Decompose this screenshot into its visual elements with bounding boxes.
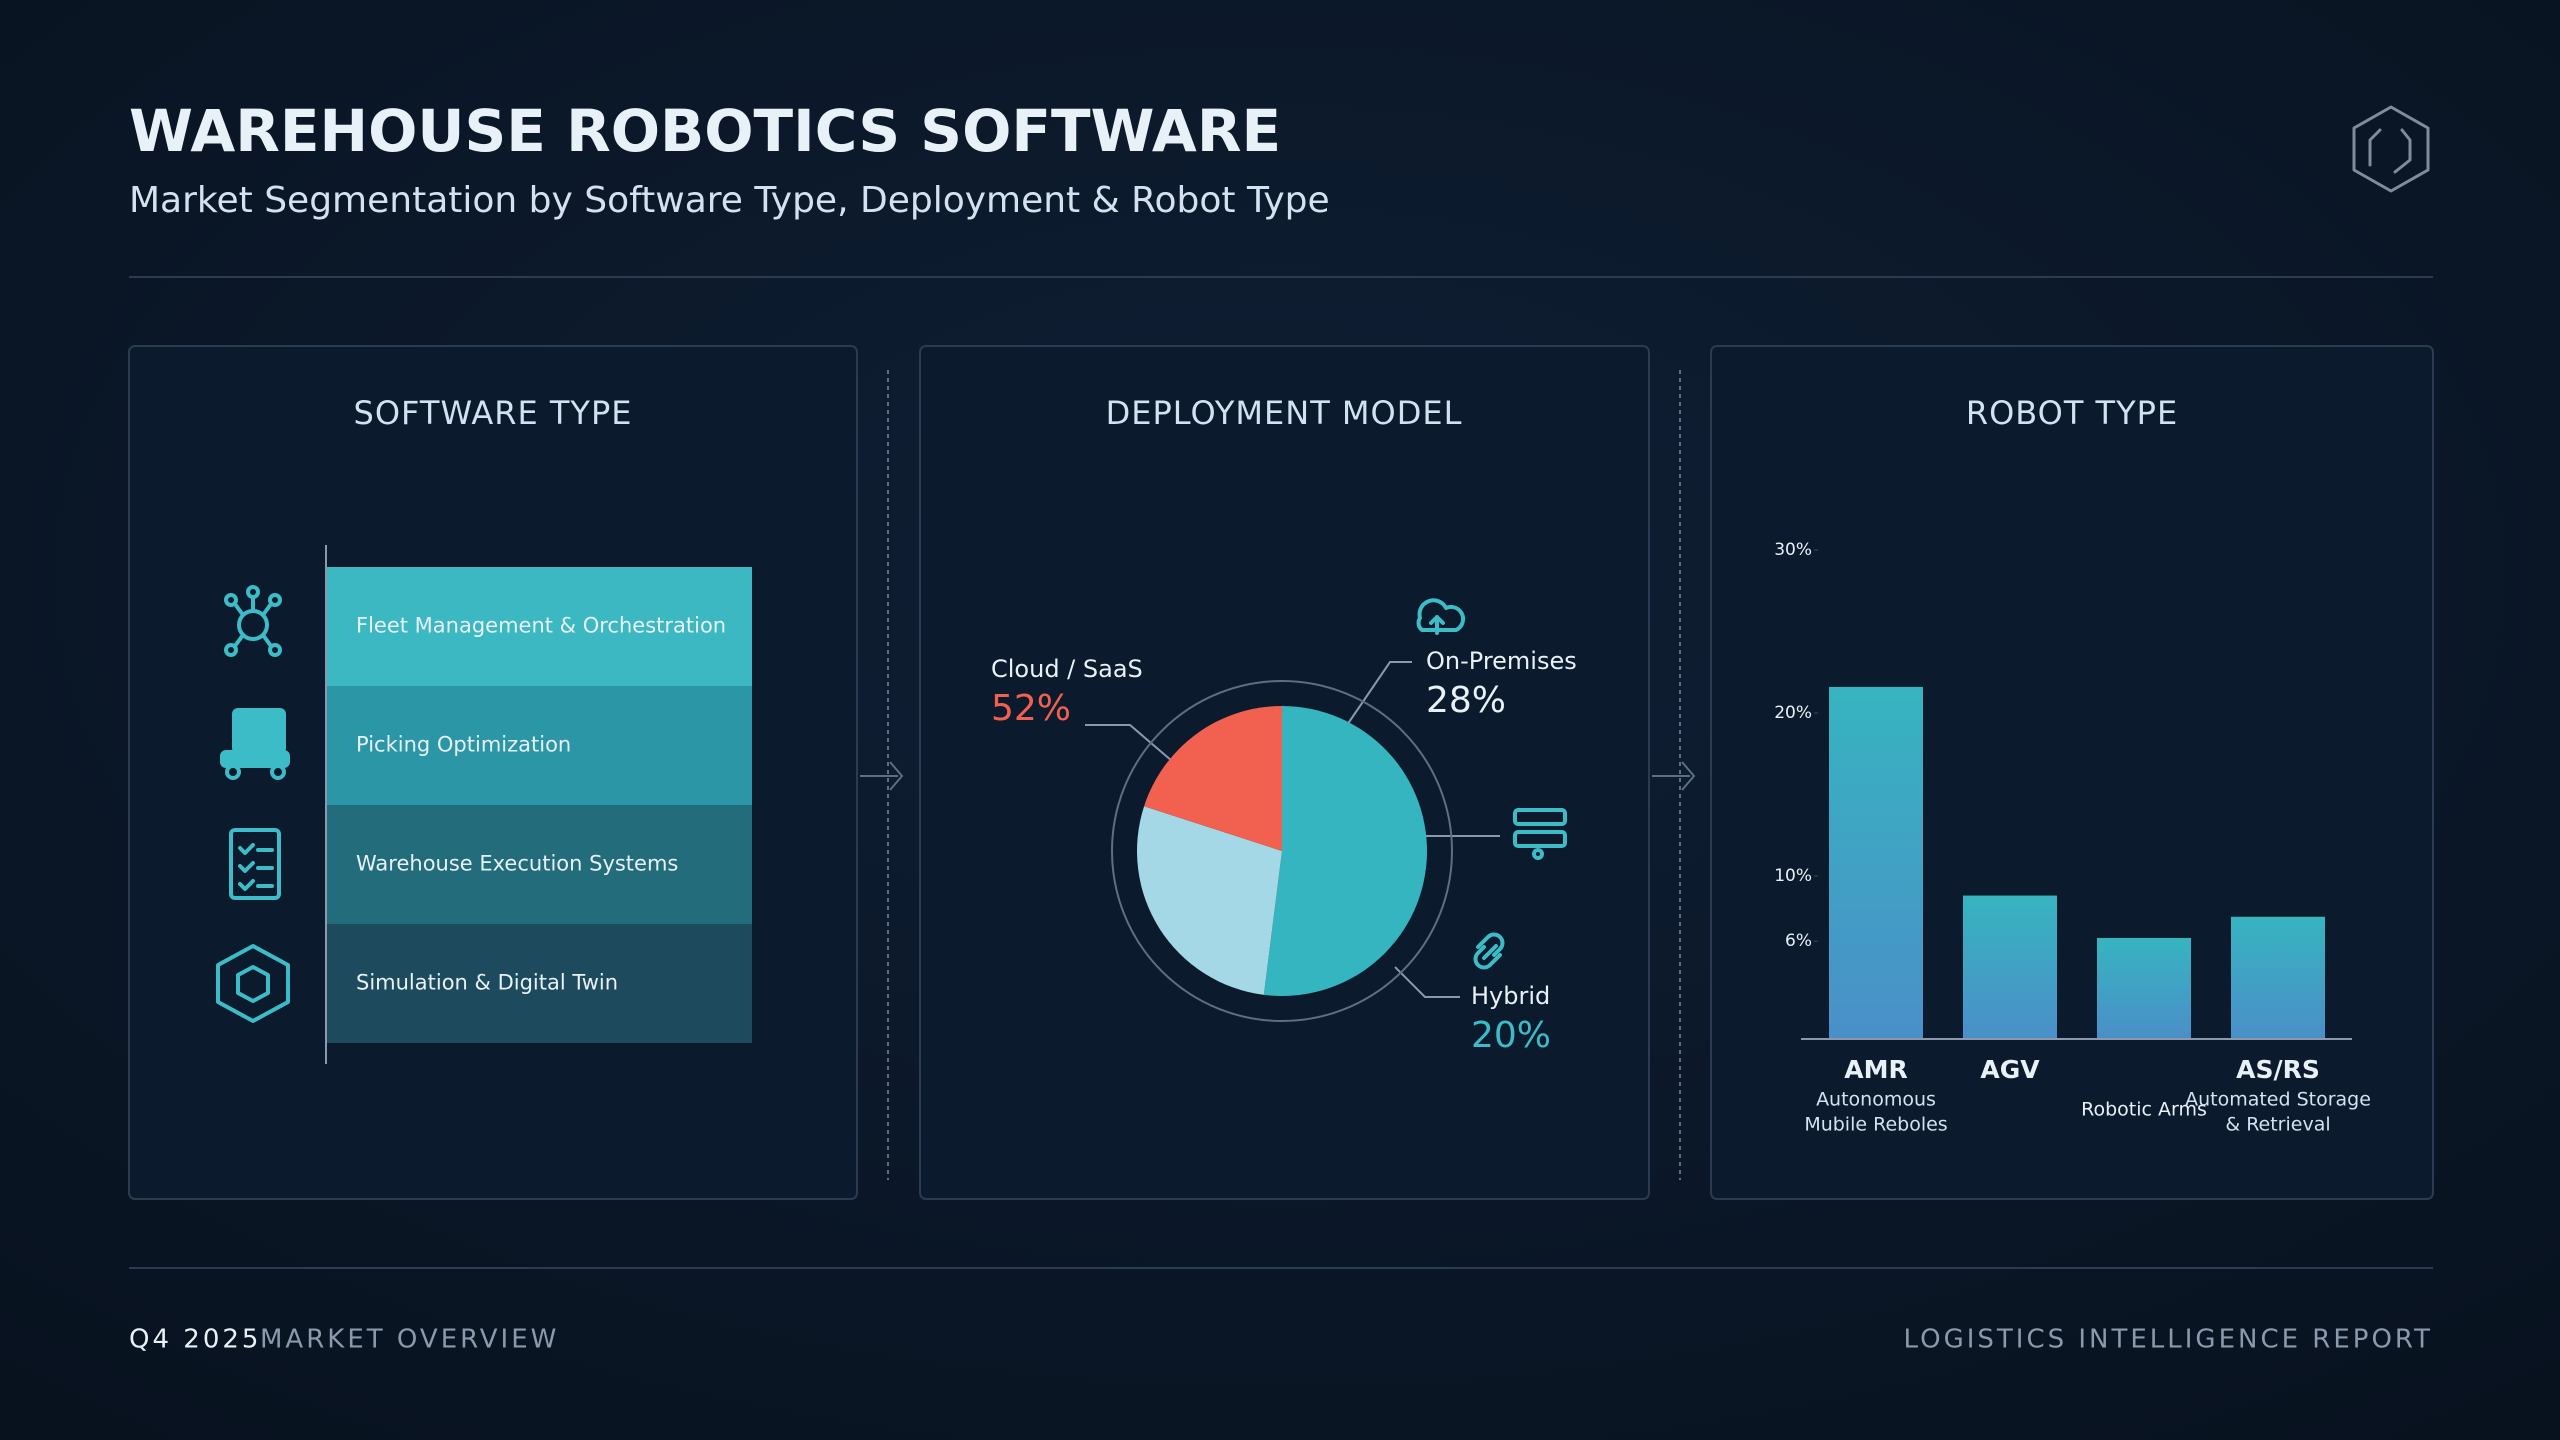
bar	[1963, 895, 2057, 1039]
list-row	[327, 924, 752, 1043]
x-tick-label: Robotic Arms	[2081, 1099, 2207, 1121]
pie-value: 52%	[991, 688, 1071, 729]
footer-left: MARKET OVERVIEW	[260, 1325, 559, 1355]
icons	[216, 585, 1567, 1023]
list-label: Picking Optimization	[356, 733, 571, 757]
list-label: Fleet Management & Orchestration	[356, 614, 726, 638]
pie-value: 28%	[1426, 680, 1506, 721]
list-row	[327, 686, 752, 805]
pie-ring	[1111, 680, 1453, 1022]
panel-title: DEPLOYMENT MODEL	[1106, 394, 1463, 432]
bar	[1829, 686, 1923, 1039]
list-label: Simulation & Digital Twin	[356, 971, 618, 995]
x-description: Mubile Reboles	[1804, 1114, 1947, 1136]
subtitle: Market Segmentation by Software Type, De…	[129, 180, 1330, 221]
x-tick-label: AGV	[1980, 1055, 2040, 1084]
connectors	[860, 370, 1696, 1180]
panel	[1710, 345, 2434, 1200]
footer-period: Q4 2025	[129, 1325, 261, 1355]
pie-value: 20%	[1471, 1015, 1551, 1056]
x-description: Automated Storage	[2185, 1089, 2371, 1111]
y-tick-label: 30%	[1774, 540, 1812, 560]
x-tick-label: AS/RS	[2236, 1055, 2320, 1084]
list-row	[327, 805, 752, 924]
footer-right: LOGISTICS INTELLIGENCE REPORT	[1904, 1325, 2433, 1355]
x-tick-label: AMR	[1844, 1055, 1907, 1084]
y-tick-label: 10%	[1774, 866, 1812, 886]
x-description: & Retrieval	[2225, 1114, 2330, 1136]
pie-slice	[1263, 706, 1428, 997]
y-tick-label: 20%	[1774, 703, 1812, 723]
panel-title: SOFTWARE TYPE	[354, 394, 633, 432]
bar	[2097, 937, 2191, 1039]
pie-label: Hybrid	[1471, 982, 1550, 1010]
title: WAREHOUSE ROBOTICS SOFTWARE	[129, 97, 1281, 165]
list-label: Warehouse Execution Systems	[356, 852, 678, 876]
pie-label: On-Premises	[1426, 647, 1577, 675]
y-tick-label: 6%	[1785, 931, 1812, 951]
panel-title: ROBOT TYPE	[1966, 394, 2178, 432]
x-description: Autonomous	[1816, 1089, 1936, 1111]
bar	[2231, 916, 2325, 1039]
list-row	[327, 567, 752, 686]
pie-label: Cloud / SaaS	[991, 655, 1143, 683]
pie-slice	[1144, 706, 1282, 851]
logo	[2352, 105, 2430, 193]
pie-slice	[1137, 806, 1282, 995]
